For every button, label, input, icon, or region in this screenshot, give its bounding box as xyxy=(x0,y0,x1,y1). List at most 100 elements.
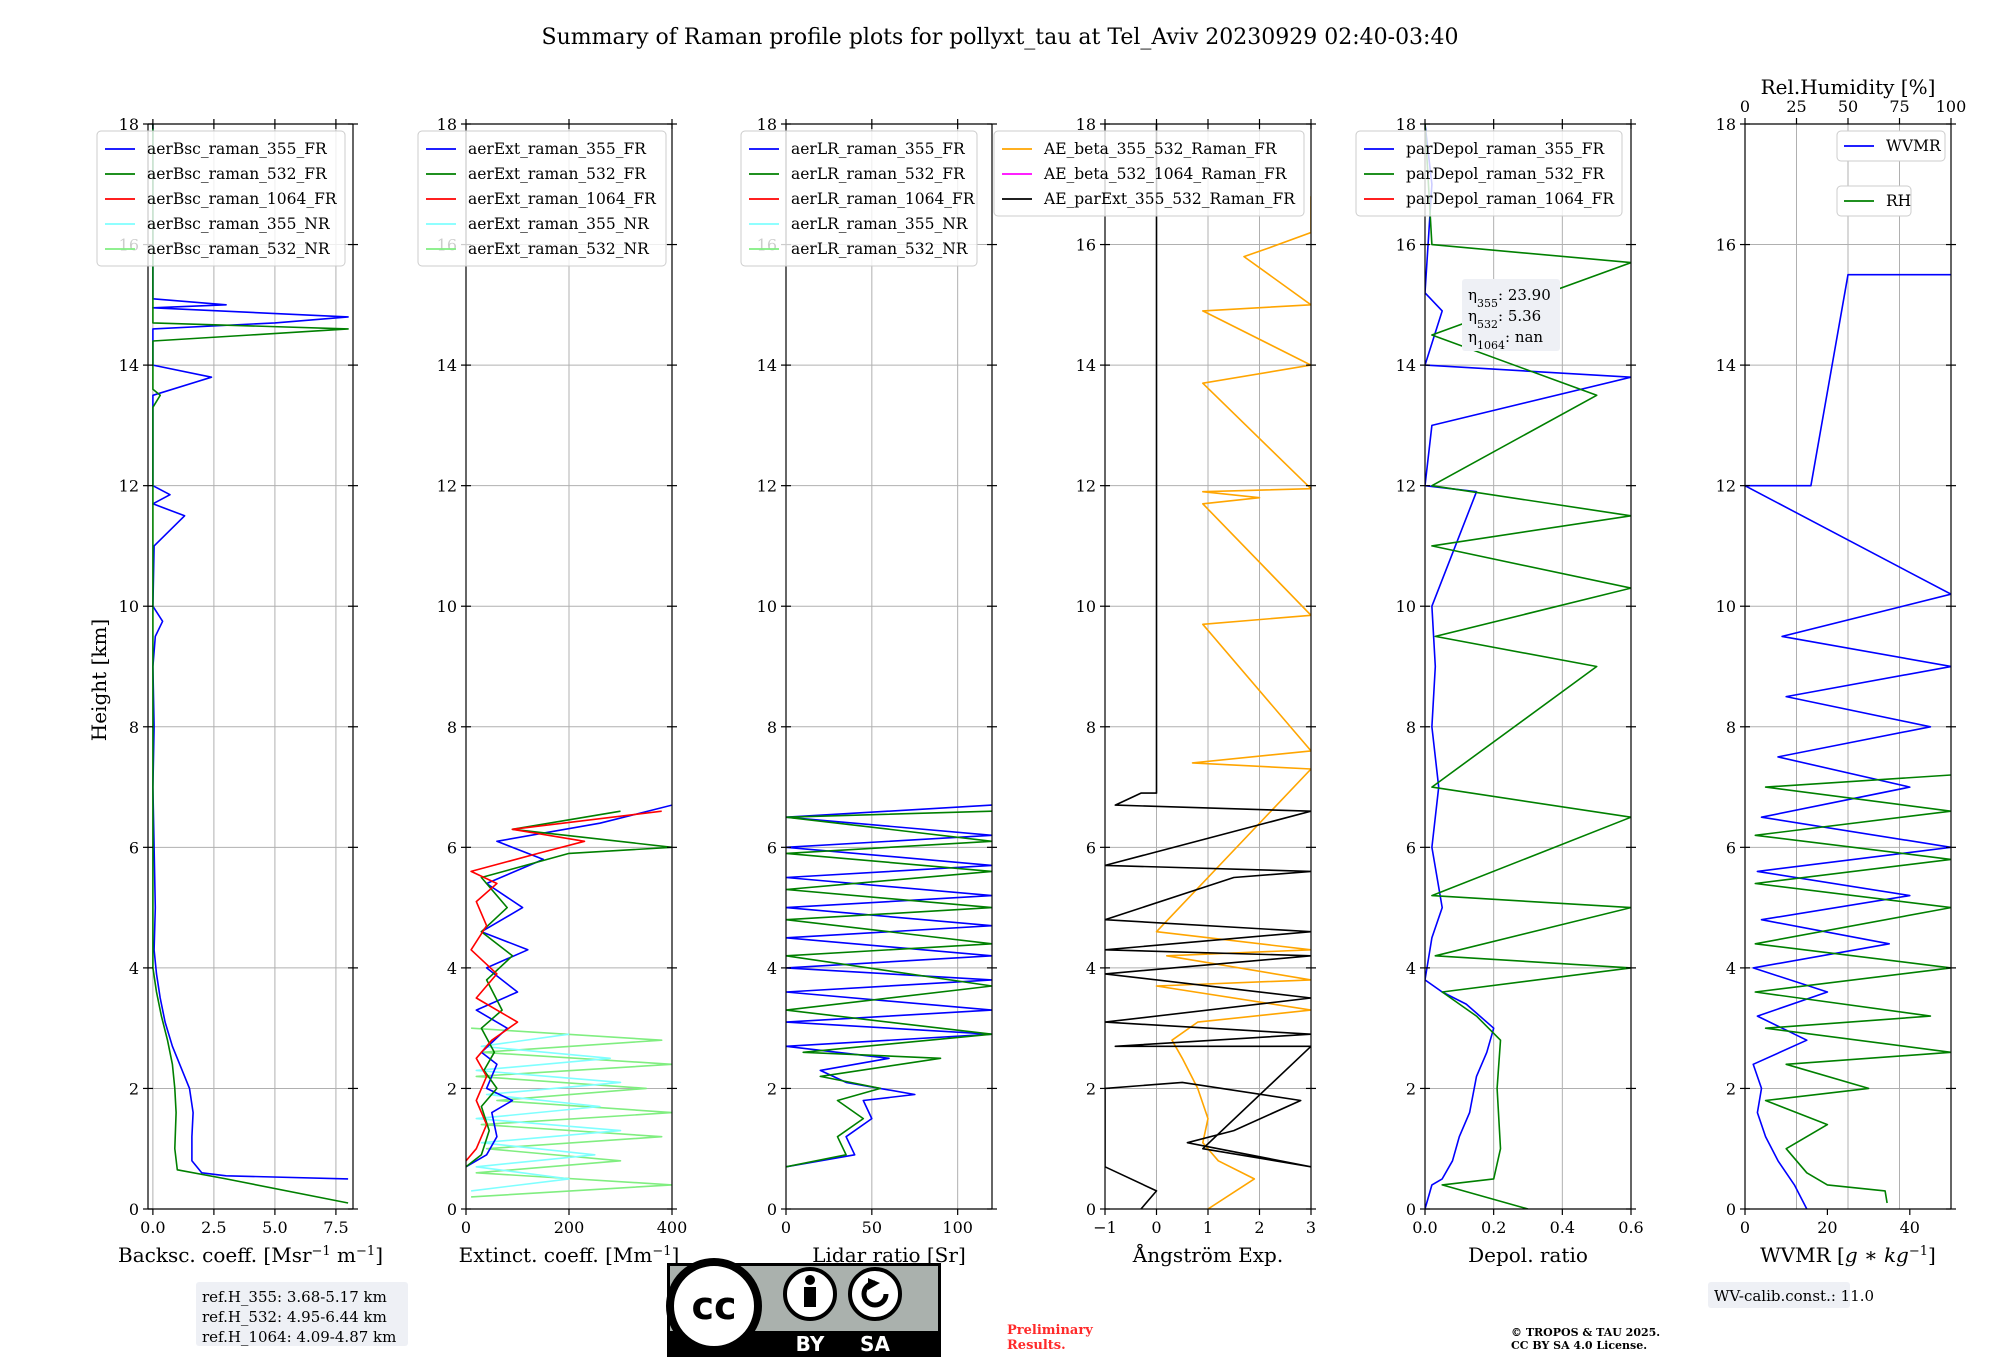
ytick-label: 18 xyxy=(1076,115,1096,134)
series-group xyxy=(466,804,672,1198)
legend-label: aerLR_raman_355_NR xyxy=(791,215,969,233)
xtick-label: 20 xyxy=(1817,1218,1837,1237)
figure-title: Summary of Raman profile plots for polly… xyxy=(542,25,1459,50)
legend-label: aerBsc_raman_1064_FR xyxy=(147,190,338,208)
x-axis-label: WVMR [g ∗ kg−1] xyxy=(1760,1243,1936,1267)
legend-label: aerLR_raman_1064_FR xyxy=(791,190,976,208)
series-line-RH xyxy=(1754,774,1951,1204)
ytick-label: 16 xyxy=(1396,236,1416,255)
ytick-label: 8 xyxy=(1086,718,1096,737)
legend-box xyxy=(417,130,667,267)
ytick-label: 14 xyxy=(119,356,139,375)
by-label: BY xyxy=(796,1332,825,1356)
ytick-label: 10 xyxy=(437,597,457,616)
xtick-label: 0.2 xyxy=(1481,1218,1506,1237)
ytick-label: 14 xyxy=(757,356,777,375)
ytick-label: 18 xyxy=(757,115,777,134)
ytick-label: 4 xyxy=(447,959,457,978)
eta-value: : nan xyxy=(1505,328,1543,346)
eta-symbol: η xyxy=(1468,328,1477,346)
x-label-sup: −1 xyxy=(312,1244,331,1259)
legend-lr: aerLR_raman_355_FR aerLR_raman_532_FR aerL… xyxy=(740,130,978,267)
copyright-line2: CC BY SA 4.0 License. xyxy=(1511,1339,1647,1352)
eta-subscript: 355 xyxy=(1477,297,1498,310)
xtick-label: 5.0 xyxy=(262,1218,287,1237)
xtick-label: 2 xyxy=(1254,1218,1264,1237)
top-xtick-label: 25 xyxy=(1786,97,1806,116)
xtick-label: 200 xyxy=(554,1218,585,1237)
x-label-sup: −1 xyxy=(1909,1244,1928,1259)
ytick-label: 10 xyxy=(119,597,139,616)
refh-box: ref.H_355: 3.68-5.17 km ref.H_532: 4.95-… xyxy=(196,1282,408,1346)
ytick-label: 2 xyxy=(767,1079,777,1098)
sa-label: SA xyxy=(860,1332,890,1356)
legend-label: aerBsc_raman_532_NR xyxy=(147,240,331,258)
x-axis-label: Depol. ratio xyxy=(1468,1243,1588,1267)
series-line-WVMR xyxy=(1745,273,1951,1209)
legend-ae: AE_beta_355_532_Raman_FR AE_beta_532_1064… xyxy=(993,130,1305,217)
refh-355: ref.H_355: 3.68-5.17 km xyxy=(202,1288,387,1306)
ytick-label: 8 xyxy=(1726,718,1736,737)
ytick-label: 4 xyxy=(1086,959,1096,978)
eta-value: : 5.36 xyxy=(1498,307,1541,325)
legend-bsc: aerBsc_raman_355_FR aerBsc_raman_532_FRae… xyxy=(96,130,346,267)
legend-label: aerExt_raman_355_NR xyxy=(468,215,650,233)
xtick-label: −1 xyxy=(1093,1218,1117,1237)
series-line-AE_parExt_355_532_Raman_FR xyxy=(1105,124,1311,1209)
ytick-label: 2 xyxy=(1086,1079,1096,1098)
series-line-aerExt_raman_1064_FR xyxy=(466,810,662,1162)
ytick-label: 14 xyxy=(1396,356,1416,375)
xtick-label: 0 xyxy=(1740,1218,1750,1237)
xtick-label: 0.4 xyxy=(1550,1218,1575,1237)
series-line-aerExt_raman_532_NR xyxy=(471,1027,672,1198)
eta-532: η532: 5.36 xyxy=(1468,307,1541,331)
ytick-label: 2 xyxy=(1726,1079,1736,1098)
legend-box xyxy=(740,130,978,267)
x-label-part: ] xyxy=(1928,1243,1936,1267)
ytick-label: 12 xyxy=(1396,477,1416,496)
eta-1064: η1064: nan xyxy=(1468,328,1543,352)
legend-box xyxy=(993,130,1305,217)
x-label-part: Backsc. coeff. [Msr xyxy=(118,1243,312,1267)
legend-dep: parDepol_raman_355_FR parDepol_raman_532_… xyxy=(1355,130,1623,217)
refh-1064: ref.H_1064: 4.09-4.87 km xyxy=(202,1328,396,1346)
x-axis-label: Backsc. coeff. [Msr−1 m−1] xyxy=(118,1243,383,1267)
legend-label: aerLR_raman_532_FR xyxy=(791,165,966,183)
series-line-aerExt_raman_355_NR xyxy=(471,1033,622,1192)
ytick-label: 6 xyxy=(447,838,457,857)
ytick-label: 12 xyxy=(1076,477,1096,496)
eta-symbol: η xyxy=(1468,286,1477,304)
x-label-part: Depol. ratio xyxy=(1468,1243,1588,1267)
xtick-label: 1 xyxy=(1203,1218,1213,1237)
ytick-label: 16 xyxy=(1076,236,1096,255)
ytick-label: 0 xyxy=(447,1200,457,1219)
legend-label: AE_beta_355_532_Raman_FR xyxy=(1043,140,1278,158)
legend-label: parDepol_raman_532_FR xyxy=(1406,165,1606,183)
xtick-label: 100 xyxy=(942,1218,973,1237)
ytick-label: 14 xyxy=(1716,356,1736,375)
series-line-parDepol_raman_355_FR xyxy=(1425,124,1631,1209)
ytick-label: 10 xyxy=(1716,597,1736,616)
wvcalib-text: WV-calib.const.: 11.0 xyxy=(1714,1287,1874,1305)
wvcalib-bg xyxy=(1708,1282,1850,1308)
ytick-label: 2 xyxy=(1406,1079,1416,1098)
eta-value: : 23.90 xyxy=(1498,286,1551,304)
ytick-label: 2 xyxy=(129,1079,139,1098)
ytick-label: 6 xyxy=(1726,838,1736,857)
ytick-label: 6 xyxy=(129,838,139,857)
legend-label: aerBsc_raman_355_NR xyxy=(147,215,331,233)
ytick-label: 0 xyxy=(129,1200,139,1219)
series-group xyxy=(1745,273,1951,1209)
ytick-label: 18 xyxy=(119,115,139,134)
ytick-label: 10 xyxy=(1076,597,1096,616)
legend-box-wvmr xyxy=(1836,130,1946,162)
x-label-part: WVMR [ xyxy=(1760,1243,1845,1267)
ytick-label: 6 xyxy=(1406,838,1416,857)
ytick-label: 16 xyxy=(1716,236,1736,255)
legend-ext: aerExt_raman_355_FR aerExt_raman_532_FRae… xyxy=(417,130,667,267)
ytick-label: 8 xyxy=(129,718,139,737)
